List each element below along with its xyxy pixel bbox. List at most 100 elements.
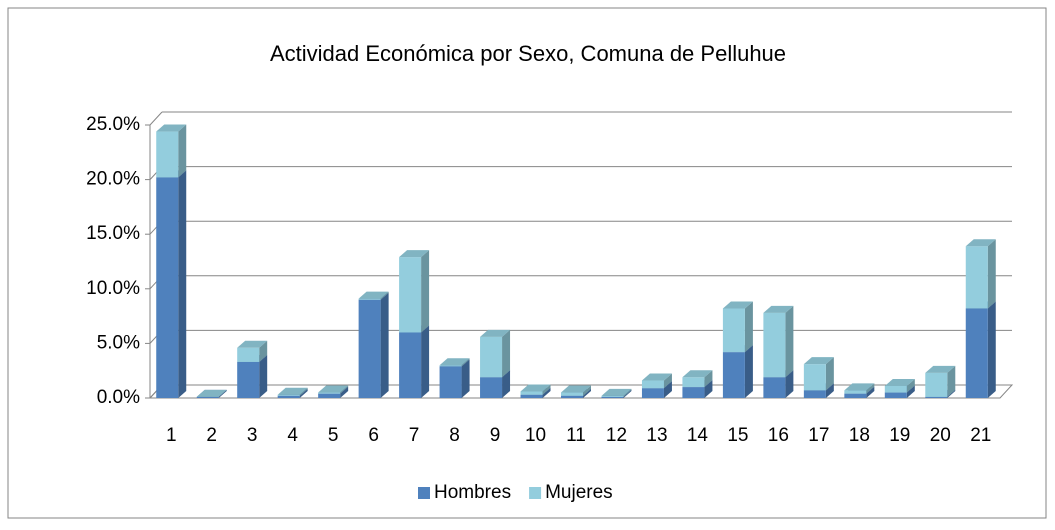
bar-top: [318, 385, 349, 393]
x-tick-label: 13: [646, 425, 667, 446]
bar-top: [561, 385, 591, 393]
bar-side: [987, 301, 996, 398]
bar-side: [380, 292, 389, 398]
bar: [439, 366, 462, 398]
bar-top: [156, 124, 187, 132]
bar: [965, 308, 988, 398]
bar: [439, 365, 462, 367]
x-tick-label: 5: [328, 425, 339, 446]
bar-side: [947, 365, 956, 397]
bar-side: [340, 385, 349, 394]
bar: [884, 392, 907, 398]
bar-side: [583, 388, 591, 398]
bar: [803, 390, 826, 398]
bar: [277, 394, 300, 396]
bar-side: [663, 373, 672, 389]
bar-side: [502, 370, 511, 398]
bar-top: [399, 250, 430, 258]
bar: [237, 361, 260, 398]
bar-top: [682, 370, 713, 378]
bar: [641, 388, 664, 398]
bar: [196, 396, 219, 398]
bar: [925, 372, 948, 397]
bar-side: [623, 389, 632, 398]
bar-side: [461, 358, 470, 367]
x-tick-label: 6: [368, 425, 379, 446]
bar: [925, 396, 948, 398]
bar: [561, 392, 583, 396]
x-tick-label: 18: [849, 425, 870, 446]
x-tick-label: 2: [206, 425, 217, 446]
bar: [682, 377, 705, 388]
bar-side: [380, 291, 389, 300]
bar-side: [744, 345, 753, 398]
x-tick-label: 15: [727, 425, 748, 446]
bar-side: [421, 250, 430, 333]
bar: [601, 396, 624, 398]
bar-side: [866, 383, 875, 394]
bar-side: [178, 170, 187, 398]
bar: [520, 391, 543, 395]
bar-top: [439, 358, 470, 366]
bar: [722, 352, 745, 398]
bar-top: [196, 389, 227, 397]
bar-side: [178, 124, 187, 178]
bar: [601, 395, 624, 397]
bar: [237, 347, 260, 362]
grid-line: [149, 111, 163, 126]
bar-top: [925, 365, 956, 373]
bar-side: [299, 388, 308, 398]
bar: [318, 392, 341, 394]
chart-title: Actividad Económica por Sexo, Comuna de …: [270, 41, 786, 66]
bar: [318, 393, 341, 398]
bar-side: [421, 325, 430, 398]
bar-side: [785, 305, 794, 378]
bar-side: [704, 370, 713, 388]
bar-side: [906, 385, 915, 398]
bar: [763, 377, 786, 398]
bar: [156, 177, 179, 398]
bar: [156, 131, 179, 178]
bar-side: [583, 385, 591, 396]
x-tick-label: 10: [525, 425, 546, 446]
legend-swatch: [529, 487, 542, 499]
bar-side: [218, 389, 227, 398]
bar-top: [884, 378, 915, 386]
bar-side: [825, 357, 834, 391]
bar-side: [542, 387, 551, 398]
bar: [561, 395, 583, 398]
bar: [844, 390, 867, 394]
bar-top: [480, 329, 511, 337]
bar-side: [542, 384, 551, 395]
y-tick-label: 15.0%: [86, 223, 140, 244]
bar: [358, 298, 381, 300]
bar-side: [502, 329, 511, 378]
bar: [884, 385, 907, 393]
bar: [358, 299, 381, 398]
bar-top: [844, 383, 875, 391]
x-tick-label: 3: [247, 425, 258, 446]
x-tick-label: 16: [768, 425, 789, 446]
y-tick-label: 20.0%: [86, 169, 140, 190]
bar: [399, 257, 422, 333]
x-tick-label: 12: [606, 425, 627, 446]
bar-side: [744, 301, 753, 353]
x-tick-label: 9: [490, 425, 501, 446]
bar: [641, 380, 664, 389]
bar: [520, 394, 543, 398]
bar: [480, 377, 503, 398]
bar-top: [763, 305, 794, 313]
y-tick-label: 0.0%: [97, 387, 140, 408]
bar-top: [358, 291, 389, 299]
bar: [844, 393, 867, 398]
bar-side: [785, 370, 794, 398]
bar-side: [906, 378, 915, 393]
y-tick-label: 5.0%: [97, 332, 140, 353]
bar-top: [277, 387, 308, 395]
bar-top: [641, 373, 672, 381]
legend-label: Hombres: [434, 482, 511, 503]
bar-side: [299, 387, 308, 396]
bar: [722, 308, 745, 353]
bar-top: [965, 239, 996, 247]
